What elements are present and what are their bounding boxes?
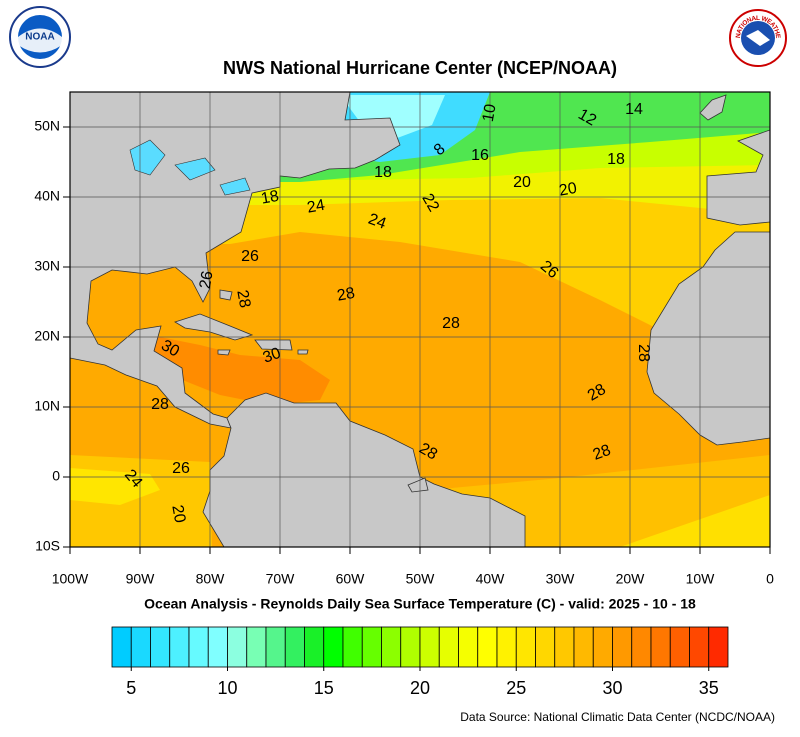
- colorbar-box: [130, 626, 151, 668]
- contour-label: 24: [306, 197, 327, 217]
- contour-label: 28: [591, 442, 614, 464]
- colorbar-box: [342, 626, 363, 668]
- lat-tick-label: 40N: [34, 188, 60, 204]
- colorbar-box: [631, 626, 652, 668]
- contour-label: 12: [575, 106, 599, 130]
- lon-tick-label: 0: [766, 571, 774, 587]
- colorbar: 5 10 15 20 25 30 35: [111, 626, 729, 698]
- contour-label: 26: [197, 270, 217, 291]
- colorbar-tick-label: 5: [126, 678, 136, 698]
- axes: 100W 90W 80W 70W 60W 50W 40W 30W 20W 10W 0 10S 0 10N 2…: [34, 118, 774, 587]
- lat-tick-label: 20N: [34, 328, 60, 344]
- lat-tick-label: 10S: [35, 538, 60, 554]
- lat-tick-label: 50N: [34, 118, 60, 134]
- contour-label: 28: [151, 396, 169, 413]
- colorbar-box: [535, 626, 556, 668]
- colorbar-box: [265, 626, 286, 668]
- lat-tick-label: 10N: [34, 398, 60, 414]
- noaa-logo-text: NOAA: [25, 32, 54, 43]
- lon-tick-label: 100W: [52, 571, 89, 587]
- lon-tick-label: 40W: [476, 571, 506, 587]
- contour-label: 10: [480, 103, 500, 124]
- lon-tick-label: 10W: [686, 571, 716, 587]
- lon-tick-label: 50W: [406, 571, 436, 587]
- colorbar-box: [573, 626, 594, 668]
- contour-label: 30: [158, 337, 182, 361]
- data-source: Data Source: National Climatic Data Cent…: [460, 710, 775, 724]
- contour-label: 26: [241, 248, 259, 265]
- map-title: NWS National Hurricane Center (NCEP/NOAA…: [223, 58, 617, 78]
- colorbar-box: [458, 626, 479, 668]
- contour-label: 18: [607, 151, 625, 168]
- nws-logo-text: NATIONAL WEATHER SERVICE: [0, 0, 781, 39]
- colorbar-box: [689, 626, 710, 668]
- colorbar-box: [400, 626, 421, 668]
- contour-label: 20: [168, 504, 188, 525]
- colorbar-tick-label: 10: [217, 678, 237, 698]
- lat-tick-label: 30N: [34, 258, 60, 274]
- contour-label: 14: [625, 101, 643, 118]
- lon-tick-label: 70W: [266, 571, 296, 587]
- contour-label: 28: [336, 285, 357, 305]
- lat-tick-label: 0: [52, 468, 60, 484]
- lon-tick-label: 80W: [196, 571, 226, 587]
- colorbar-box: [284, 626, 305, 668]
- colorbar-box: [361, 626, 382, 668]
- contour-label: 30: [261, 345, 284, 367]
- lon-tick-label: 30W: [546, 571, 576, 587]
- colorbar-box: [554, 626, 575, 668]
- lon-tick-label: 20W: [616, 571, 646, 587]
- contour-label: 20: [513, 174, 531, 191]
- contour-label: 20: [558, 180, 579, 200]
- contour-label: 28: [442, 315, 460, 332]
- contour-label: 28: [233, 289, 253, 310]
- colorbar-tick-label: 25: [506, 678, 526, 698]
- colorbar-tick-label: 35: [699, 678, 719, 698]
- colorbar-box: [207, 626, 228, 668]
- colorbar-box: [592, 626, 613, 668]
- colorbar-box: [381, 626, 402, 668]
- colorbar-box: [419, 626, 440, 668]
- lon-tick-label: 90W: [126, 571, 156, 587]
- noaa-logo: NOAA: [9, 6, 71, 68]
- contour-label: 18: [374, 164, 392, 181]
- contour-label: 28: [416, 440, 440, 464]
- colorbar-box: [323, 626, 344, 668]
- colorbar-box: [515, 626, 536, 668]
- lon-tick-label: 60W: [336, 571, 366, 587]
- colorbar-box: [708, 626, 729, 668]
- map-subtitle: Ocean Analysis - Reynolds Daily Sea Surf…: [144, 596, 696, 612]
- colorbar-box: [496, 626, 517, 668]
- colorbar-box: [227, 626, 248, 668]
- contour-label: 28: [635, 344, 652, 362]
- colorbar-box: [111, 626, 132, 668]
- colorbar-box: [438, 626, 459, 668]
- colorbar-box: [169, 626, 190, 668]
- contour-label: 28: [585, 381, 609, 405]
- colorbar-box: [150, 626, 171, 668]
- contour-label: 22: [418, 191, 442, 215]
- colorbar-tick-label: 20: [410, 678, 430, 698]
- colorbar-box: [612, 626, 633, 668]
- colorbar-tick-label: 30: [602, 678, 622, 698]
- colorbar-box: [188, 626, 209, 668]
- colorbar-box: [650, 626, 671, 668]
- contour-label: 24: [366, 211, 389, 233]
- colorbar-box: [246, 626, 267, 668]
- colorbar-box: [304, 626, 325, 668]
- colorbar-box: [669, 626, 690, 668]
- nws-logo-ring: NATIONAL WEATHER SERVICE: [0, 0, 781, 39]
- colorbar-box: [477, 626, 498, 668]
- nws-logo: NATIONAL WEATHER SERVICE: [0, 0, 787, 67]
- contour-label: 18: [260, 188, 281, 208]
- colorbar-tick-label: 15: [314, 678, 334, 698]
- contour-label: 16: [471, 147, 489, 164]
- contour-label: 26: [172, 460, 190, 477]
